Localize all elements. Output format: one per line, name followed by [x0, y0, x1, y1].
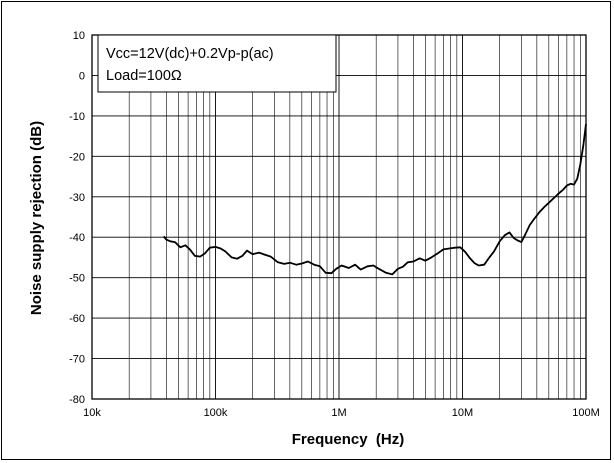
- annotation-box-border: [97, 34, 337, 93]
- x-axis-title: Frequency (Hz): [292, 431, 405, 448]
- annotation-line-2: Load=100Ω: [106, 68, 182, 84]
- x-tick-label: 1M: [331, 407, 346, 419]
- series-line: [162, 123, 587, 276]
- y-tick-label: -50: [69, 273, 85, 285]
- y-tick-label: 10: [73, 30, 85, 42]
- annotation-line-1: Vcc=12V(dc)+0.2Vp-p(ac): [106, 46, 274, 62]
- y-tick-label: -40: [69, 232, 85, 244]
- y-tick-label: -70: [69, 354, 85, 366]
- y-axis-title: Noise supply rejection (dB): [28, 121, 45, 315]
- y-tick-label: -30: [69, 192, 85, 204]
- annotation-box: Vcc=12V(dc)+0.2Vp-p(ac) Load=100Ω: [97, 34, 337, 93]
- x-tick-label: 10M: [452, 407, 473, 419]
- plot-area-border: [91, 34, 587, 400]
- y-tick-label: -10: [69, 111, 85, 123]
- series-layer: [162, 123, 587, 276]
- minor-grid: [128, 35, 581, 399]
- y-tick-label: -80: [69, 394, 85, 406]
- x-tick-labels: 10k 100k 1M 10M 100M: [83, 407, 600, 419]
- y-tick-labels: 10 0 -10 -20 -30 -40 -50 -60 -70 -80: [69, 30, 85, 406]
- x-tick-label: 100M: [572, 407, 600, 419]
- y-tick-label: -60: [69, 313, 85, 325]
- y-tick-label: -20: [69, 151, 85, 163]
- x-tick-label: 100k: [204, 407, 228, 419]
- x-tick-label: 10k: [83, 407, 101, 419]
- y-tick-label: 0: [79, 70, 85, 82]
